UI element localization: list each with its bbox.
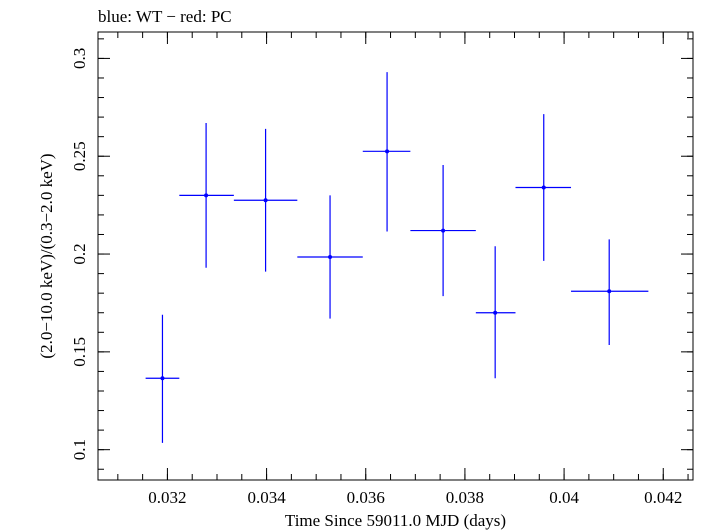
y-axis-label: (2.0−10.0 keV)/(0.3−2.0 keV) bbox=[37, 153, 56, 358]
x-tick-label: 0.036 bbox=[347, 488, 385, 507]
y-tick-label: 0.2 bbox=[70, 243, 89, 264]
point-marker bbox=[263, 198, 268, 203]
point-marker bbox=[493, 310, 498, 315]
data-point bbox=[515, 114, 572, 261]
point-marker bbox=[160, 376, 165, 381]
axis-ticks bbox=[98, 32, 693, 480]
data-point bbox=[475, 246, 516, 379]
axis-tick-labels: 0.032 0.034 0.036 0.038 0.04 0.042 0.1 0.15 0.2 0… bbox=[70, 48, 682, 507]
x-tick-label: 0.04 bbox=[549, 488, 579, 507]
data-series-blue bbox=[145, 72, 649, 443]
x-axis-label: Time Since 59011.0 MJD (days) bbox=[285, 511, 506, 530]
point-marker bbox=[607, 289, 612, 294]
point-marker bbox=[441, 228, 446, 233]
x-tick-label: 0.032 bbox=[148, 488, 186, 507]
data-point bbox=[297, 195, 363, 319]
data-point bbox=[179, 122, 234, 268]
point-marker bbox=[204, 193, 209, 198]
y-tick-label: 0.3 bbox=[70, 48, 89, 69]
x-tick-label: 0.034 bbox=[247, 488, 286, 507]
data-point bbox=[410, 165, 476, 297]
x-tick-label: 0.038 bbox=[446, 488, 484, 507]
plot-frame bbox=[97, 31, 694, 481]
x-tick-label: 0.042 bbox=[644, 488, 682, 507]
data-point bbox=[362, 72, 411, 232]
chart-title: blue: WT − red: PC bbox=[98, 7, 232, 26]
point-marker bbox=[328, 254, 333, 259]
point-marker bbox=[385, 149, 390, 154]
data-point bbox=[145, 314, 180, 443]
point-marker bbox=[541, 185, 546, 190]
y-tick-label: 0.15 bbox=[70, 337, 89, 367]
data-point bbox=[571, 239, 649, 346]
y-tick-label: 0.1 bbox=[70, 439, 89, 460]
y-tick-label: 0.25 bbox=[70, 141, 89, 171]
data-point bbox=[233, 128, 298, 272]
